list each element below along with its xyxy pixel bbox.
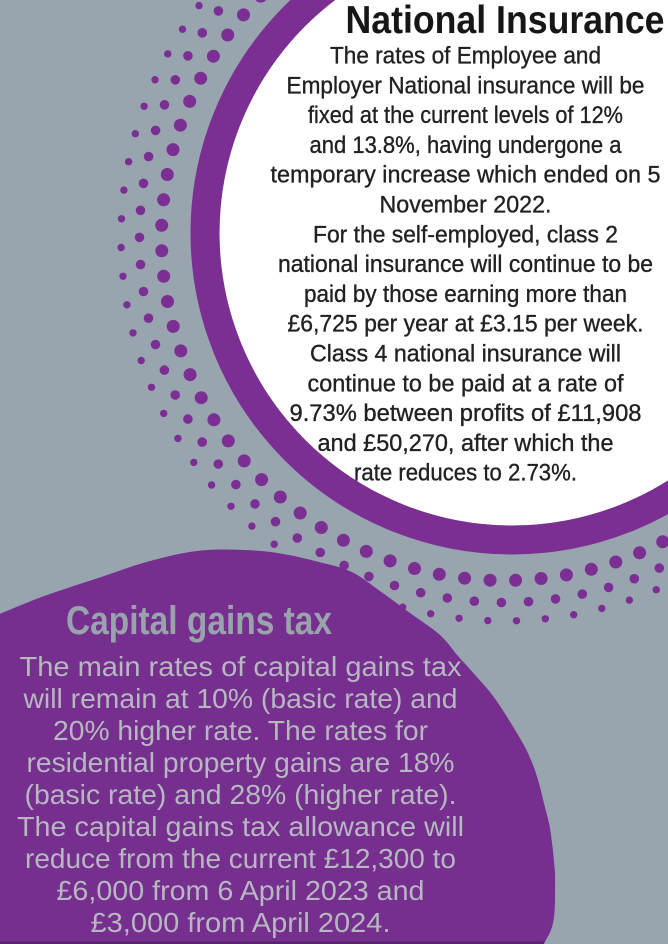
svg-text:£6,000 from 6 April 2023 and: £6,000 from 6 April 2023 and xyxy=(57,875,425,906)
svg-text:The capital gains tax allowanc: The capital gains tax allowance will xyxy=(17,811,464,842)
svg-text:£6,725 per year at £3.15 per w: £6,725 per year at £3.15 per week. xyxy=(288,311,644,338)
svg-text:Employer National insurance wi: Employer National insurance will be xyxy=(287,72,645,99)
svg-text:residential property gains are: residential property gains are 18% xyxy=(27,747,455,778)
svg-text:£3,000 from April 2024.: £3,000 from April 2024. xyxy=(91,907,391,938)
svg-text:and £50,270, after which the: and £50,270, after which the xyxy=(318,430,614,457)
svg-text:November 2022.: November 2022. xyxy=(380,192,552,219)
svg-text:The main rates of capital gain: The main rates of capital gains tax xyxy=(20,651,462,682)
svg-text:will remain at 10% (basic rate: will remain at 10% (basic rate) and xyxy=(22,683,457,714)
svg-text:reduce from the current £12,30: reduce from the current £12,300 to xyxy=(25,843,456,874)
svg-text:Capital gains tax: Capital gains tax xyxy=(66,599,332,643)
svg-text:The rates of Employee and: The rates of Employee and xyxy=(330,43,601,70)
svg-text:(basic rate) and 28% (higher r: (basic rate) and 28% (higher rate). xyxy=(25,779,457,810)
svg-text:paid by those earning more tha: paid by those earning more than xyxy=(304,281,627,308)
svg-text:For the self-employed, class 2: For the self-employed, class 2 xyxy=(313,221,618,248)
svg-text:national insurance will contin: national insurance will continue to be xyxy=(278,251,653,278)
svg-text:temporary increase which ended: temporary increase which ended on 5 xyxy=(271,162,661,189)
svg-text:fixed at the current levels of: fixed at the current levels of 12% xyxy=(308,102,623,129)
svg-text:20% higher rate. The rates for: 20% higher rate. The rates for xyxy=(53,715,428,746)
svg-text:Class 4 national insurance wil: Class 4 national insurance will xyxy=(310,341,621,368)
svg-text:rate reduces to 2.73%.: rate reduces to 2.73%. xyxy=(354,460,577,487)
svg-text:and 13.8%, having undergone a: and 13.8%, having undergone a xyxy=(310,132,622,159)
svg-text:9.73% between profits of £11,9: 9.73% between profits of £11,908 xyxy=(290,400,642,427)
svg-text:National Insurance: National Insurance xyxy=(346,0,665,42)
svg-text:continue to be paid at a rate: continue to be paid at a rate of xyxy=(308,370,624,397)
